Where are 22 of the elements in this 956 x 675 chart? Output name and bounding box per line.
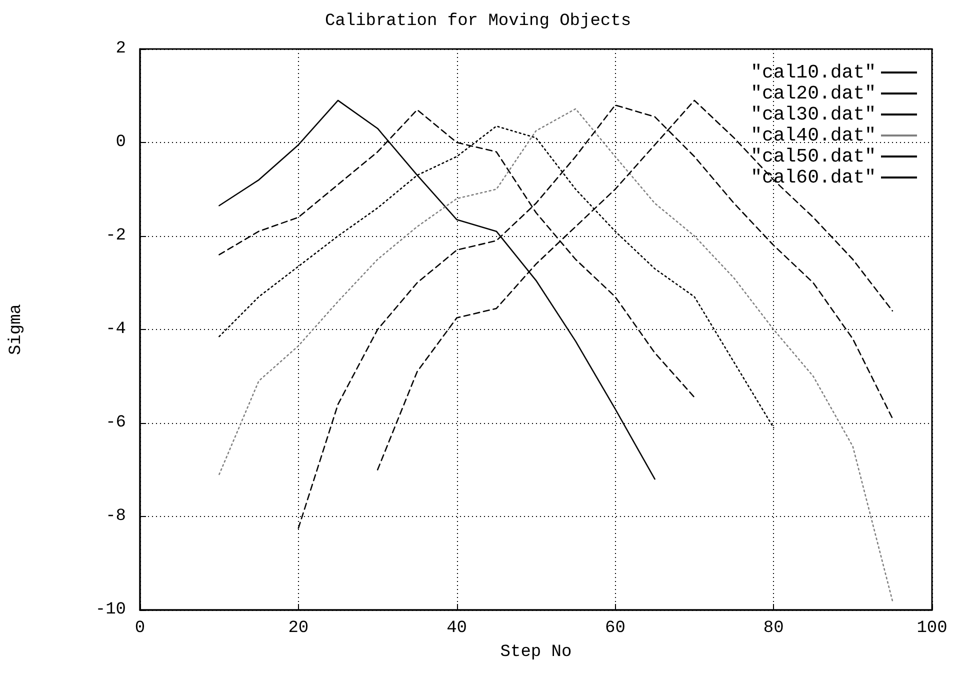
legend-label: "cal20.dat" — [750, 82, 876, 104]
y-tick-label: 0 — [116, 133, 126, 152]
x-tick-label: 80 — [763, 619, 784, 638]
y-tick-label: -4 — [106, 320, 126, 339]
x-tick-label: 100 — [916, 619, 948, 638]
legend-label: "cal50.dat" — [750, 146, 876, 168]
legend-label: "cal30.dat" — [750, 104, 876, 126]
legend-label: "cal10.dat" — [750, 62, 876, 84]
x-tick-label: 40 — [446, 619, 468, 638]
chart-title: Calibration for Moving Objects — [324, 12, 632, 31]
y-tick-label: -10 — [95, 600, 126, 620]
y-tick-label: -2 — [106, 226, 126, 246]
y-tick-label: -8 — [106, 507, 126, 526]
x-tick-label: 60 — [604, 619, 626, 638]
x-axis-title: Step No — [500, 643, 572, 662]
y-axis-title: Sigma — [7, 304, 26, 356]
x-tick-label: 20 — [288, 619, 309, 638]
y-tick-label: -6 — [106, 414, 126, 432]
y-tick-label: 2 — [116, 40, 126, 58]
legend-label: "cal60.dat" — [750, 166, 876, 188]
legend-label: "cal40.dat" — [750, 124, 876, 146]
x-tick-label: 0 — [134, 619, 146, 638]
